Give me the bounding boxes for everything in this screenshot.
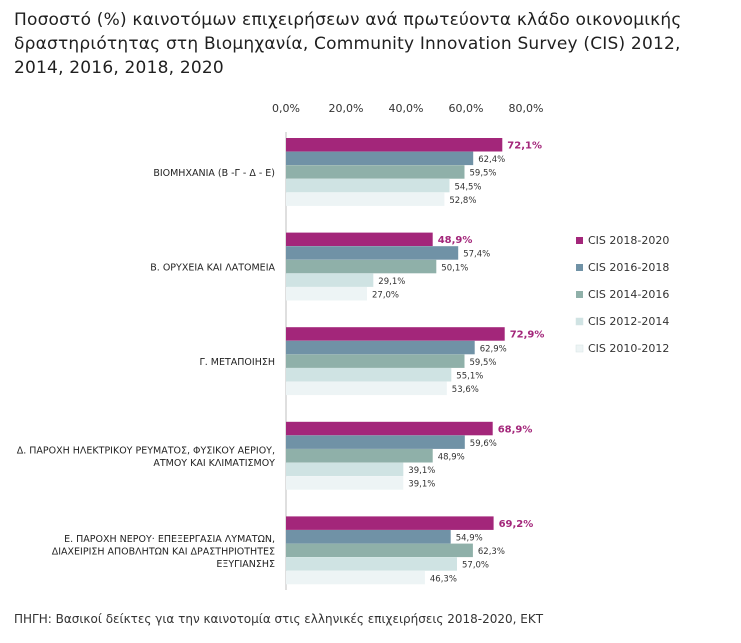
x-tick-label: 60,0%	[449, 102, 484, 115]
data-label: 46,3%	[430, 574, 457, 584]
bar	[286, 259, 437, 274]
category-label: Β. ΟΡΥΧΕΙΑ ΚΑΙ ΛΑΤΟΜΕΙΑ	[150, 263, 275, 274]
chart-title: Ποσοστό (%) καινοτόμων επιχειρήσεων ανά …	[14, 8, 729, 80]
legend-swatch	[576, 291, 583, 298]
bar	[286, 435, 465, 449]
data-label: 39,1%	[408, 466, 435, 476]
bar	[286, 340, 475, 355]
data-label: 57,4%	[463, 250, 490, 260]
data-label: 29,1%	[378, 277, 405, 287]
bar	[286, 516, 494, 530]
bar	[286, 327, 505, 341]
data-label: 52,8%	[449, 196, 476, 206]
bar	[286, 354, 465, 368]
legend-swatch	[575, 317, 584, 326]
data-label: 59,6%	[470, 439, 497, 449]
data-label: 68,9%	[498, 424, 533, 435]
data-label: 57,0%	[462, 561, 489, 571]
bar	[286, 381, 447, 396]
bar	[286, 462, 404, 477]
legend-swatch	[575, 344, 584, 353]
data-label: 53,6%	[452, 385, 479, 395]
bar	[286, 246, 459, 260]
bar-chart: 0,0% 20,0% 40,0% 60,0% 80,0% ΒΙΟΜΗΧΑΝΙΑ (Β -Γ…	[17, 102, 669, 590]
bar	[286, 232, 433, 247]
legend-label: CIS 2016-2018	[588, 261, 669, 274]
legend-label: CIS 2012-2014	[588, 315, 669, 328]
data-label: 59,5%	[470, 169, 497, 179]
bar	[286, 543, 473, 558]
category-label: ΑΤΜΟΥ ΚΑΙ ΚΛΙΜΑΤΙΣΜΟΥ	[153, 458, 275, 469]
category-label: Δ. ΠΑΡΟΧΗ ΗΛΕΚΤΡΙΚΟΥ ΡΕΥΜΑΤΟΣ, ΦΥΣΙΚΟΥ Α…	[17, 446, 275, 457]
data-label: 62,4%	[478, 155, 505, 165]
data-label: 54,9%	[456, 534, 483, 544]
bar	[286, 570, 425, 585]
data-label: 39,1%	[408, 480, 435, 490]
data-label: 48,9%	[438, 453, 465, 463]
legend-swatch	[576, 264, 583, 271]
bar	[286, 273, 374, 287]
bar	[286, 449, 433, 463]
data-label: 48,9%	[438, 235, 473, 246]
data-label: 62,9%	[480, 344, 507, 354]
bar	[286, 476, 404, 490]
data-label: 54,5%	[455, 182, 482, 192]
legend-label: CIS 2010-2012	[588, 342, 669, 355]
legend-label: CIS 2018-2020	[588, 234, 669, 247]
bar	[286, 178, 450, 193]
data-label: 27,0%	[372, 291, 399, 301]
x-tick-label: 0,0%	[272, 102, 300, 115]
bar	[286, 138, 503, 152]
bar	[286, 165, 465, 179]
x-tick-label: 40,0%	[389, 102, 424, 115]
category-label: Γ. ΜΕΤΑΠΟΙΗΣΗ	[199, 357, 275, 368]
chart-title-line: 2014, 2016, 2018, 2020	[14, 58, 224, 78]
chart-title-line: Ποσοστό (%) καινοτόμων επιχειρήσεων ανά …	[14, 10, 682, 30]
x-tick-label: 20,0%	[329, 102, 364, 115]
data-label: 62,3%	[478, 547, 505, 557]
bar	[286, 287, 367, 301]
bar	[286, 530, 451, 544]
legend-label: CIS 2014-2016	[588, 288, 669, 301]
category-label: ΔΙΑΧΕΙΡΙΣΗ ΑΠΟΒΛΗΤΩΝ ΚΑΙ ΔΡΑΣΤΗΡΙΟΤΗΤΕΣ	[52, 546, 275, 557]
bar	[286, 421, 493, 436]
bar	[286, 368, 452, 382]
data-label: 72,1%	[507, 141, 542, 152]
data-label: 55,1%	[456, 372, 483, 382]
category-label: ΒΙΟΜΗΧΑΝΙΑ (Β -Γ - Δ - Ε)	[153, 168, 275, 179]
chart-title-line: δραστηριότητας στη Βιομηχανία, Community…	[14, 34, 681, 54]
bar	[286, 151, 474, 166]
category-label: Ε. ΠΑΡΟΧΗ ΝΕΡΟΥ· ΕΠΕΞΕΡΓΑΣΙΑ ΛΥΜΑΤΩΝ,	[64, 534, 275, 545]
source-note: ΠΗΓΗ: Βασικοί δείκτες για την καινοτομία…	[14, 612, 544, 626]
data-label: 69,2%	[499, 519, 534, 530]
x-tick-label: 80,0%	[509, 102, 544, 115]
legend-swatch	[576, 237, 583, 244]
data-label: 59,5%	[470, 358, 497, 368]
bar	[286, 192, 445, 206]
bar	[286, 557, 457, 571]
data-label: 72,9%	[510, 330, 545, 341]
data-label: 50,1%	[441, 263, 468, 273]
category-label: ΕΞΥΓΙΑΝΣΗΣ	[216, 559, 275, 570]
